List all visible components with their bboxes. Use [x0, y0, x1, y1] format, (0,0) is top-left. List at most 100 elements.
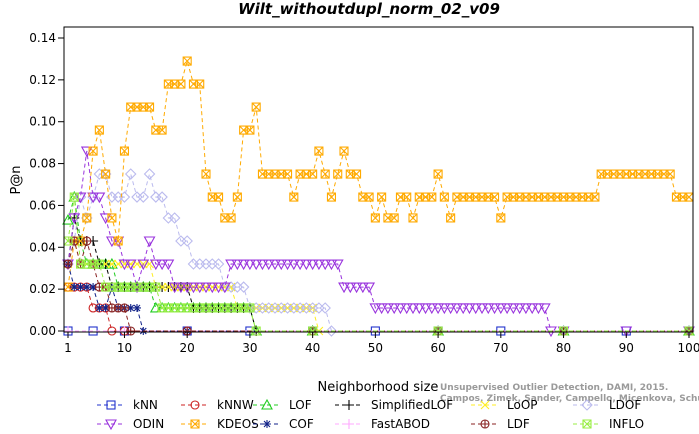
x-tick-label: 100 — [678, 341, 699, 355]
point-ODIN — [413, 303, 426, 315]
legend-item-KDEOS: KDEOS — [181, 417, 259, 431]
point-COF — [82, 283, 91, 292]
point-ODIN — [243, 259, 256, 271]
series-ODIN — [62, 146, 695, 338]
point-COF — [101, 303, 110, 312]
point-ODIN — [325, 259, 338, 271]
point-ODIN — [193, 282, 206, 294]
point-ODIN — [369, 303, 382, 315]
y-tick-label: 0.00 — [29, 324, 56, 338]
point-KDEOS — [282, 169, 293, 179]
point-KDEOS — [446, 213, 456, 223]
y-tick-label: 0.14 — [29, 31, 56, 45]
legend-label: kNNW — [217, 398, 254, 412]
point-KDEOS — [308, 169, 318, 179]
point-ODIN — [526, 303, 539, 315]
series-LoOP — [63, 236, 694, 336]
legend-marker — [261, 398, 273, 410]
point-LOF — [62, 213, 74, 225]
legend-marker — [105, 419, 117, 431]
y-tick-label: 0.12 — [29, 73, 56, 87]
legend-label: LoOP — [507, 398, 538, 412]
point-ODIN — [425, 303, 438, 315]
legend: kNN kNNW LOF SimplifiedLOF LoOP LDOF ODIN KDEOS… — [97, 398, 644, 431]
legend-marker — [190, 419, 200, 429]
legend-label: SimplifiedLOF — [371, 398, 453, 412]
point-KDEOS — [439, 192, 449, 202]
point-KDEOS — [289, 192, 299, 202]
point-COF — [95, 303, 104, 312]
point-ODIN — [532, 303, 545, 315]
point-ODIN — [331, 259, 344, 271]
point-KDEOS — [182, 56, 192, 66]
point-LDOF — [143, 168, 156, 180]
point-ODIN — [168, 282, 181, 294]
point-ODIN — [519, 303, 532, 315]
point-ODIN — [231, 259, 244, 271]
point-KDEOS — [427, 192, 437, 202]
point-ODIN — [187, 282, 200, 294]
series-LDOF — [62, 168, 695, 337]
point-ODIN — [388, 303, 401, 315]
point-ODIN — [407, 303, 419, 315]
point-KDEOS — [82, 213, 92, 223]
point-KDEOS — [339, 146, 349, 156]
point-LDF — [119, 303, 130, 313]
point-ODIN — [469, 303, 482, 315]
point-ODIN — [538, 303, 551, 315]
y-tick-label: 0.04 — [29, 240, 56, 254]
point-ODIN — [513, 303, 526, 315]
legend-marker — [190, 400, 200, 410]
point-LDOF — [319, 302, 331, 314]
legend-item-kNNW: kNNW — [181, 398, 254, 412]
point-COF — [76, 283, 85, 292]
legend-marker — [581, 399, 593, 411]
y-tick-label: 0.08 — [29, 157, 56, 171]
legend-item-LDF: LDF — [471, 417, 530, 431]
point-KDEOS — [333, 169, 343, 179]
point-ODIN — [444, 303, 457, 315]
point-KDEOS — [226, 213, 236, 223]
point-INFLO — [245, 303, 255, 313]
legend-item-LDOF: LDOF — [573, 398, 641, 412]
legend-item-LOF: LOF — [253, 398, 312, 412]
point-ODIN — [287, 259, 300, 271]
point-LoOP — [120, 259, 129, 269]
point-KDEOS — [213, 192, 224, 202]
point-KDEOS — [113, 236, 123, 246]
point-ODIN — [225, 259, 238, 271]
point-INFLO — [69, 192, 79, 202]
point-ODIN — [181, 282, 194, 294]
point-KDEOS — [245, 125, 255, 135]
point-ODIN — [262, 259, 275, 271]
point-KDEOS — [402, 192, 412, 202]
point-ODIN — [143, 236, 156, 248]
point-KDEOS — [408, 213, 418, 223]
point-KDEOS — [101, 169, 111, 179]
y-tick-label: 0.02 — [29, 282, 56, 296]
point-ODIN — [457, 303, 470, 315]
point-ODIN — [200, 282, 212, 294]
point-ODIN — [294, 259, 307, 271]
citation-line-1: Unsupervised Outlier Detection, DAMI, 20… — [440, 383, 668, 393]
chart-title: Wilt_withoutdupl_norm_02_v09 — [238, 0, 500, 18]
point-KDEOS — [251, 102, 261, 112]
point-ODIN — [174, 282, 187, 294]
legend-item-ODIN: ODIN — [97, 417, 164, 431]
y-tick-label: 0.10 — [29, 115, 56, 129]
legend-item-COF: COF — [253, 417, 314, 431]
legend-marker — [106, 400, 116, 410]
point-ODIN — [419, 303, 432, 315]
point-ODIN — [306, 259, 319, 271]
point-ODIN — [450, 303, 463, 315]
point-LDOF — [212, 258, 225, 270]
point-COF — [133, 303, 141, 312]
legend-item-FastABOD: FastABOD — [335, 417, 430, 431]
point-ODIN — [156, 259, 169, 271]
point-ODIN — [312, 259, 325, 271]
point-LDF — [82, 236, 92, 246]
series-line-ODIN — [67, 150, 689, 332]
y-tick-label: 0.06 — [29, 198, 56, 212]
point-KDEOS — [496, 213, 506, 223]
